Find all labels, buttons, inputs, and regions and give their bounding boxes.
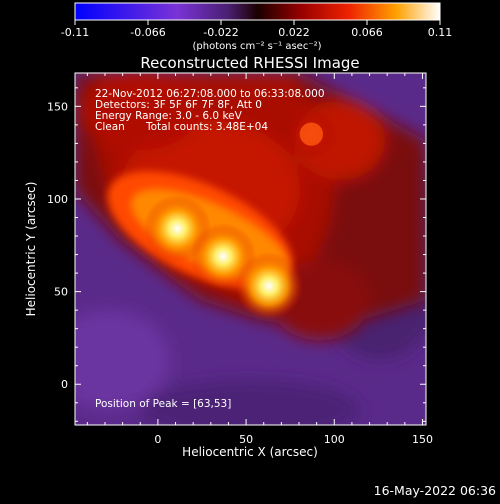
source-peaks [143, 108, 338, 321]
colorbar-tick-label: 0.11 [428, 26, 453, 39]
annotation-time-range: 22-Nov-2012 06:27:08.000 to 06:33:08.000 [95, 88, 325, 100]
heatmap-image [75, 73, 426, 425]
colorbar-tick-label: 0.022 [278, 26, 310, 39]
chart-title: Reconstructed RHESSI Image [140, 54, 359, 72]
colorbar-tick-label: -0.11 [61, 26, 89, 39]
y-tick-label: 0 [61, 378, 68, 391]
annotation-energy-range: Energy Range: 3.0 - 6.0 keV [95, 110, 243, 122]
footer-timestamp: 16-May-2022 06:36 [374, 483, 496, 498]
colorbar-tick-label: -0.022 [203, 26, 238, 39]
y-axis-label: Heliocentric Y (arcsec) [24, 182, 38, 317]
y-tick-label: 50 [54, 286, 68, 299]
colorbar-tick-label: 0.066 [351, 26, 383, 39]
axis-ticks: 0 50 100 150 0 50 100 150 [47, 73, 433, 446]
annotation-total-counts: Total counts: 3.48E+04 [145, 121, 268, 133]
y-tick-label: 150 [47, 100, 68, 113]
annotation-peak-position: Position of Peak = [63,53] [95, 398, 231, 410]
colorbar-tick-label: -0.066 [130, 26, 165, 39]
x-tick-label: 50 [239, 433, 253, 446]
x-tick-label: 0 [154, 433, 161, 446]
annotation-detectors: Detectors: 3F 5F 6F 7F 8F, Att 0 [95, 99, 262, 111]
colorbar-ticks: -0.11 -0.066 -0.022 0.022 0.066 0.11 [61, 20, 452, 39]
x-tick-label: 100 [324, 433, 345, 446]
source-peak-core [299, 122, 324, 146]
x-tick-label: 150 [412, 433, 433, 446]
colorbar [74, 2, 441, 21]
y-tick-label: 100 [47, 193, 68, 206]
annotation-clean: Clean [95, 121, 125, 133]
colorbar-units: (photons cm⁻² s⁻¹ asec⁻²) [192, 41, 321, 52]
x-axis-label: Heliocentric X (arcsec) [182, 445, 318, 459]
plot-frame [74, 72, 427, 426]
source-peak [235, 252, 304, 321]
